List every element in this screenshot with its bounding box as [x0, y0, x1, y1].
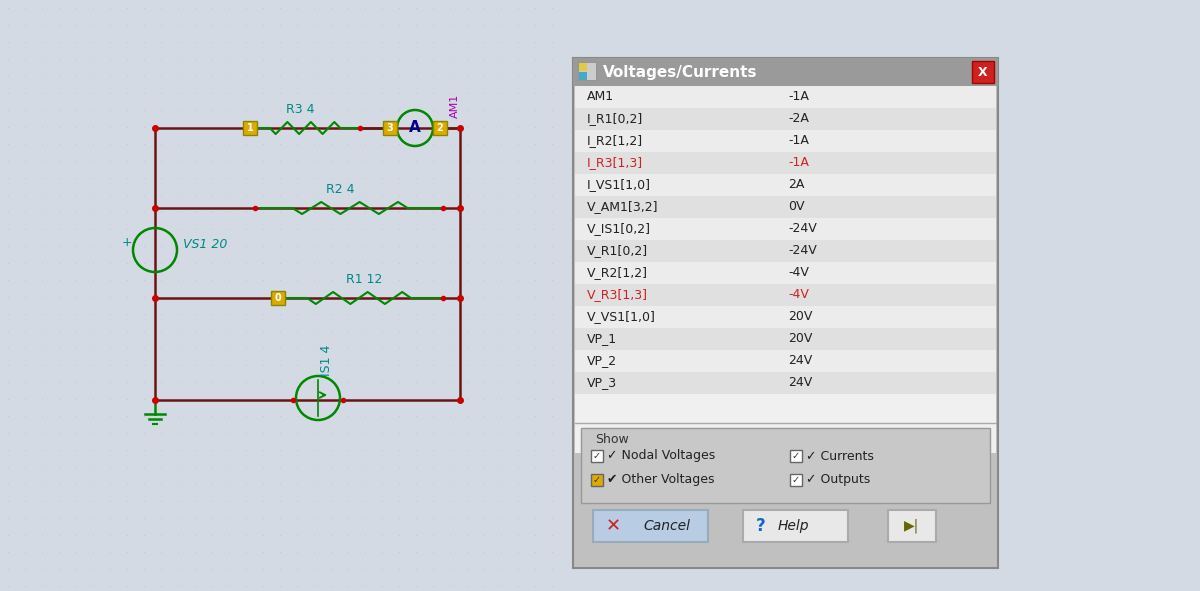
Bar	[592, 450, 604, 462]
Bar	[575, 196, 996, 218]
Bar	[972, 61, 994, 83]
Text: ✓: ✓	[792, 475, 800, 485]
Bar	[574, 58, 998, 86]
Text: ✓ Outputs: ✓ Outputs	[806, 473, 870, 486]
Text: A: A	[409, 121, 421, 135]
Bar	[575, 152, 996, 174]
Bar	[574, 58, 998, 568]
Text: ?: ?	[756, 517, 766, 535]
Text: -2A: -2A	[788, 112, 809, 125]
Bar	[575, 394, 996, 453]
Text: 0V: 0V	[788, 200, 804, 213]
Text: VP_1: VP_1	[587, 333, 617, 346]
Text: V_R1[0,2]: V_R1[0,2]	[587, 245, 648, 258]
Bar	[575, 86, 996, 453]
Bar	[271, 291, 286, 305]
Bar	[743, 510, 848, 542]
Text: 2: 2	[437, 123, 443, 133]
Text: V_R2[1,2]: V_R2[1,2]	[587, 267, 648, 280]
Bar	[790, 450, 802, 462]
Text: ✓: ✓	[593, 451, 601, 461]
Text: -4V: -4V	[788, 267, 809, 280]
Text: I_R2[1,2]: I_R2[1,2]	[587, 135, 643, 148]
Text: ✓: ✓	[593, 475, 601, 485]
Bar	[592, 474, 604, 486]
Bar	[575, 240, 996, 262]
Text: I_R1[0,2]: I_R1[0,2]	[587, 112, 643, 125]
Text: +: +	[121, 235, 132, 248]
Bar	[575, 262, 996, 284]
Bar	[575, 372, 996, 394]
Text: ▶|: ▶|	[905, 519, 919, 533]
Text: I_R3[1,3]: I_R3[1,3]	[587, 157, 643, 170]
Bar	[242, 121, 257, 135]
Text: V_VS1[1,0]: V_VS1[1,0]	[587, 310, 656, 323]
Text: R3 4: R3 4	[286, 103, 314, 116]
Text: VS1 20: VS1 20	[182, 239, 227, 252]
Text: -4V: -4V	[788, 288, 809, 301]
Text: 0: 0	[275, 293, 281, 303]
Bar	[575, 174, 996, 196]
Text: -24V: -24V	[788, 222, 817, 235]
Text: 2A: 2A	[788, 178, 804, 191]
Text: V_AM1[3,2]: V_AM1[3,2]	[587, 200, 659, 213]
Text: 20V: 20V	[788, 310, 812, 323]
Text: V_IS1[0,2]: V_IS1[0,2]	[587, 222, 650, 235]
Text: VP_3: VP_3	[587, 376, 617, 389]
Text: -24V: -24V	[788, 245, 817, 258]
Bar	[790, 474, 802, 486]
Text: R1 12: R1 12	[346, 273, 382, 286]
Text: -1A: -1A	[788, 157, 809, 170]
Text: 24V: 24V	[788, 355, 812, 368]
Text: VP_2: VP_2	[587, 355, 617, 368]
Text: V_R3[1,3]: V_R3[1,3]	[587, 288, 648, 301]
Text: 3: 3	[386, 123, 394, 133]
Text: -1A: -1A	[788, 135, 809, 148]
Text: ✔ Other Voltages: ✔ Other Voltages	[607, 473, 714, 486]
Text: Voltages/Currents: Voltages/Currents	[604, 64, 757, 80]
Text: IS1 4: IS1 4	[319, 345, 332, 376]
Bar	[580, 63, 587, 71]
Bar	[383, 121, 397, 135]
Text: I_VS1[1,0]: I_VS1[1,0]	[587, 178, 650, 191]
Bar	[578, 62, 596, 80]
Text: AM1: AM1	[450, 94, 460, 118]
Bar	[575, 108, 996, 130]
Bar	[575, 328, 996, 350]
Text: R2 4: R2 4	[325, 183, 354, 196]
Text: ✓ Nodal Voltages: ✓ Nodal Voltages	[607, 450, 715, 463]
Text: 24V: 24V	[788, 376, 812, 389]
Bar	[580, 72, 587, 80]
Bar	[433, 121, 446, 135]
Text: AM1: AM1	[587, 90, 614, 103]
Text: ✓: ✓	[792, 451, 800, 461]
Bar	[575, 284, 996, 306]
Bar	[575, 350, 996, 372]
Text: -1A: -1A	[788, 90, 809, 103]
Text: ✓ Currents: ✓ Currents	[806, 450, 874, 463]
Text: Help: Help	[778, 519, 810, 533]
Text: Show: Show	[595, 433, 629, 446]
Bar	[575, 130, 996, 152]
Text: 20V: 20V	[788, 333, 812, 346]
Bar	[575, 306, 996, 328]
Text: X: X	[978, 66, 988, 79]
Text: Cancel: Cancel	[643, 519, 690, 533]
Bar	[575, 218, 996, 240]
Bar	[593, 510, 708, 542]
Text: ✕: ✕	[606, 517, 620, 535]
Bar	[581, 428, 990, 503]
Bar	[888, 510, 936, 542]
Bar	[575, 86, 996, 108]
Text: 1: 1	[247, 123, 253, 133]
